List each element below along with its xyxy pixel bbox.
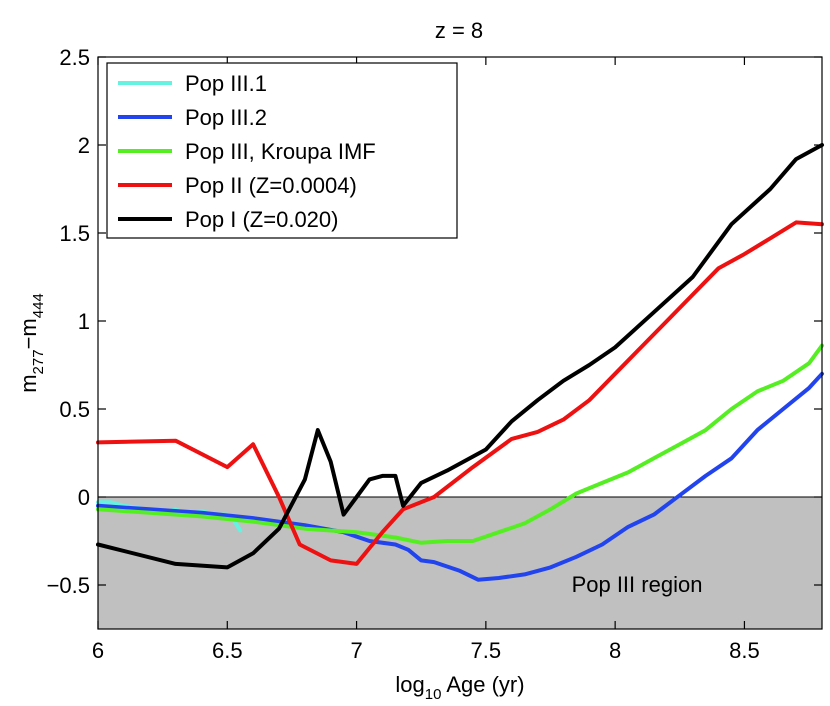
legend: Pop III.1 Pop III.2 Pop III, Kroupa IMF Pop… <box>106 62 458 239</box>
legend-label: Pop II (Z=0.0004) <box>185 173 357 198</box>
legend-label: Pop I (Z=0.020) <box>185 207 338 232</box>
legend-label: Pop III, Kroupa IMF <box>185 139 376 164</box>
plot-frame <box>97 56 823 630</box>
x-tick-label: 8.5 <box>729 638 760 663</box>
x-tick-label: 6.5 <box>212 638 243 663</box>
y-tick-label: 2.5 <box>59 45 90 70</box>
y-axis-label: m277−m444 <box>16 293 47 393</box>
x-tick-label: 7.5 <box>471 638 502 663</box>
series-lines <box>96 143 824 582</box>
y-tick-label: 2 <box>78 133 90 158</box>
chart-title: z = 8 <box>435 18 483 43</box>
y-tick-label: 0.5 <box>59 397 90 422</box>
series-line-3 <box>96 343 824 545</box>
legend-label: Pop III.1 <box>185 71 267 96</box>
y-tick-label: −0.5 <box>47 573 90 598</box>
x-axis-label: log10 Age (yr) <box>395 672 524 703</box>
x-axis-ticks: 6 6.5 7 7.5 8 8.5 <box>92 57 760 663</box>
x-tick-label: 6 <box>92 638 104 663</box>
axes <box>97 56 823 630</box>
x-tick-label: 8 <box>609 638 621 663</box>
region-annotation: Pop III region <box>572 572 703 597</box>
series-line-2 <box>96 371 824 582</box>
y-tick-label: 0 <box>78 485 90 510</box>
y-tick-label: 1.5 <box>59 221 90 246</box>
x-tick-label: 7 <box>350 638 362 663</box>
y-axis-ticks: −0.5 0 0.5 1 1.5 2 2.5 <box>47 45 822 598</box>
series-line-4 <box>96 220 824 566</box>
legend-label: Pop III.2 <box>185 105 267 130</box>
series-line-5 <box>96 143 824 570</box>
y-tick-label: 1 <box>78 309 90 334</box>
